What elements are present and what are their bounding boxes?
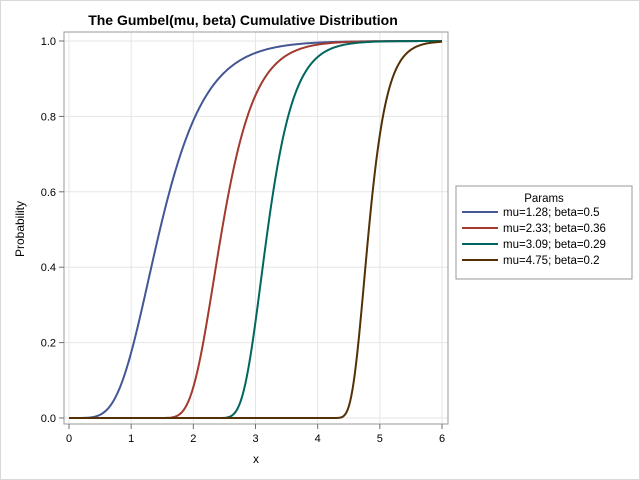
x-tick-label: 5: [377, 433, 383, 445]
chart-title: The Gumbel(mu, beta) Cumulative Distribu…: [88, 12, 398, 28]
x-axis-ticks: 0 1 2 3 4 5 6: [66, 424, 445, 445]
legend-label-2: mu=2.33; beta=0.36: [503, 223, 606, 235]
x-tick-label: 2: [190, 433, 196, 445]
y-tick-label: 0.6: [41, 187, 56, 199]
legend: Params mu=1.28; beta=0.5 mu=2.33; beta=0.…: [455, 185, 633, 280]
legend-label-3: mu=3.09; beta=0.29: [503, 239, 606, 251]
x-tick-label: 6: [439, 433, 445, 445]
grid-lines: [64, 32, 448, 424]
series-group: [69, 40, 443, 419]
x-tick-label: 3: [252, 433, 258, 445]
y-axis-ticks: 0.0 0.2 0.4 0.6 0.8 1.0: [41, 36, 64, 425]
x-tick-label: 1: [128, 433, 134, 445]
y-tick-label: 0.8: [41, 111, 56, 123]
x-tick-label: 0: [66, 433, 72, 445]
legend-label-1: mu=1.28; beta=0.5: [503, 207, 600, 219]
legend-label-4: mu=4.75; beta=0.2: [503, 255, 600, 267]
legend-title: Params: [524, 193, 564, 205]
x-axis-label: x: [253, 452, 259, 466]
y-tick-label: 0.4: [41, 262, 56, 274]
legend-items: mu=1.28; beta=0.5 mu=2.33; beta=0.36 mu=3.…: [462, 207, 606, 267]
y-tick-label: 0.0: [41, 413, 56, 425]
y-tick-label: 0.2: [41, 338, 56, 350]
series-line-4: [69, 40, 443, 419]
y-axis-label: Probability: [13, 201, 27, 257]
legend-box: [455, 185, 633, 280]
y-tick-label: 1.0: [41, 36, 56, 48]
x-tick-label: 4: [315, 433, 321, 445]
